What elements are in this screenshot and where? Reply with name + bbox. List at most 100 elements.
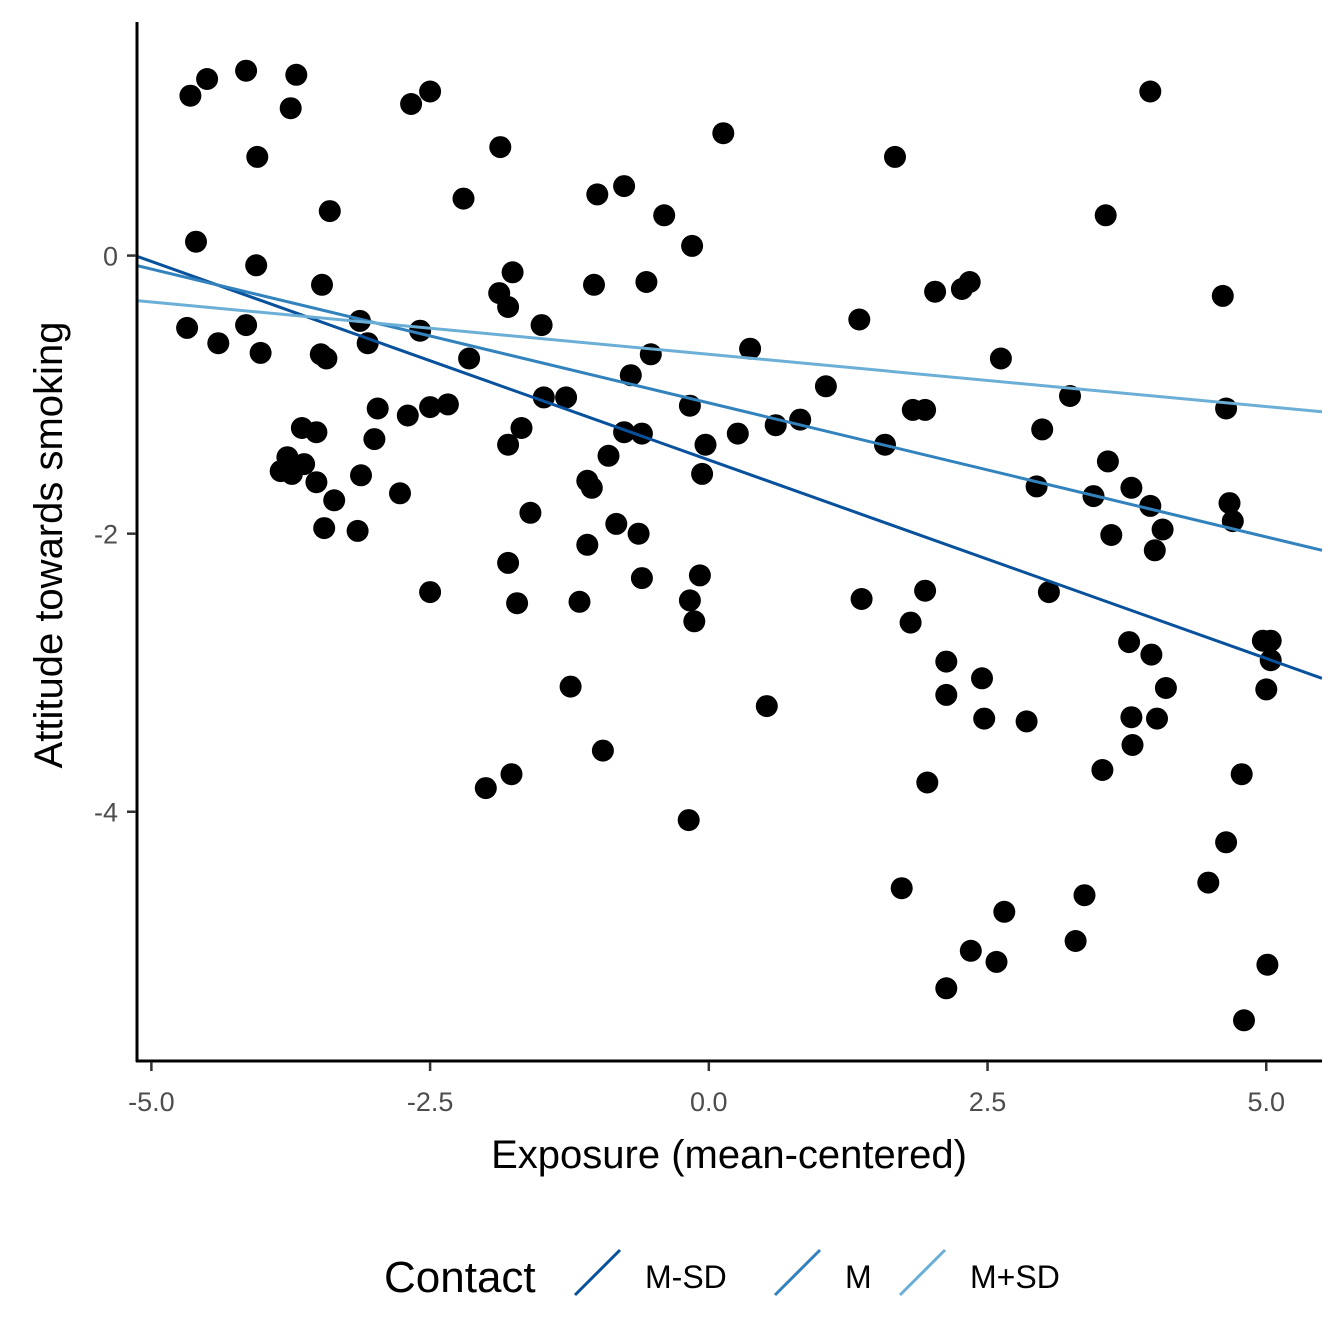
legend-key-m-sd bbox=[898, 1248, 947, 1297]
data-point-41 bbox=[293, 453, 316, 476]
data-point-84 bbox=[726, 422, 749, 445]
y-tick-label-0: 0 bbox=[103, 242, 118, 272]
data-point-122 bbox=[1100, 524, 1123, 546]
data-point-33 bbox=[583, 273, 605, 296]
data-point-11 bbox=[176, 316, 199, 339]
data-point-5 bbox=[400, 93, 423, 115]
data-point-90 bbox=[850, 588, 873, 610]
data-point-69 bbox=[619, 364, 642, 387]
data-point-131 bbox=[1151, 518, 1174, 541]
legend-label-m: M bbox=[845, 1259, 872, 1295]
data-point-22 bbox=[489, 136, 512, 159]
data-point-100 bbox=[935, 650, 958, 673]
data-point-78 bbox=[694, 433, 717, 456]
data-point-107 bbox=[973, 707, 996, 730]
data-point-74 bbox=[591, 739, 614, 762]
data-point-51 bbox=[396, 404, 419, 427]
data-point-35 bbox=[639, 343, 662, 366]
data-point-123 bbox=[1120, 476, 1143, 499]
data-point-38 bbox=[276, 446, 299, 469]
data-point-31 bbox=[681, 234, 704, 257]
data-point-64 bbox=[576, 533, 599, 556]
data-point-10 bbox=[245, 254, 268, 277]
data-point-43 bbox=[305, 471, 328, 494]
data-point-110 bbox=[993, 900, 1016, 923]
data-point-28 bbox=[586, 183, 609, 206]
data-point-65 bbox=[568, 590, 591, 613]
data-point-99 bbox=[924, 280, 947, 303]
legend-label-m-sd: M+SD bbox=[970, 1259, 1060, 1295]
data-point-106 bbox=[971, 667, 993, 690]
data-point-3 bbox=[285, 63, 308, 86]
series-line-m bbox=[138, 264, 1322, 552]
legend-label-m-sd: M-SD bbox=[645, 1259, 727, 1295]
data-point-133 bbox=[1139, 80, 1162, 103]
y-tick-label-2: -4 bbox=[94, 798, 118, 828]
data-point-102 bbox=[935, 977, 958, 1000]
data-point-94 bbox=[899, 611, 922, 634]
data-point-108 bbox=[985, 950, 1008, 973]
data-point-12 bbox=[235, 314, 258, 337]
data-point-66 bbox=[559, 675, 582, 698]
x-tick-label-2: 0.0 bbox=[690, 1087, 728, 1117]
data-point-6 bbox=[419, 80, 442, 103]
x-tick-label-3: 2.5 bbox=[969, 1087, 1007, 1117]
data-point-76 bbox=[474, 777, 497, 800]
data-point-89 bbox=[848, 308, 871, 331]
regression-lines bbox=[138, 255, 1322, 680]
data-point-16 bbox=[315, 347, 338, 370]
data-point-92 bbox=[884, 145, 906, 168]
data-point-101 bbox=[935, 683, 958, 706]
data-point-48 bbox=[366, 397, 389, 420]
data-point-46 bbox=[346, 519, 369, 542]
data-point-134 bbox=[1197, 871, 1220, 894]
data-point-98 bbox=[916, 771, 939, 794]
axes bbox=[135, 22, 1322, 1063]
data-point-140 bbox=[1230, 763, 1253, 786]
data-point-49 bbox=[363, 428, 386, 451]
data-point-137 bbox=[1215, 831, 1238, 854]
data-point-146 bbox=[1256, 953, 1279, 976]
data-point-26 bbox=[530, 314, 553, 337]
data-point-24 bbox=[497, 296, 520, 318]
data-point-21 bbox=[452, 187, 475, 210]
data-point-47 bbox=[350, 464, 372, 487]
data-point-75 bbox=[500, 763, 523, 786]
data-point-36 bbox=[739, 337, 762, 360]
data-point-109 bbox=[989, 347, 1012, 370]
data-point-115 bbox=[1059, 385, 1081, 407]
data-point-34 bbox=[635, 271, 658, 293]
data-point-52 bbox=[419, 396, 442, 419]
data-point-2 bbox=[235, 59, 258, 82]
data-point-97 bbox=[914, 579, 937, 602]
data-point-120 bbox=[1094, 204, 1117, 227]
data-point-79 bbox=[691, 462, 714, 485]
data-point-14 bbox=[249, 341, 272, 364]
data-point-67 bbox=[597, 444, 620, 467]
x-axis-ticks: -5.0 -2.5 0.0 2.5 5.0 bbox=[128, 1062, 1285, 1117]
data-point-0 bbox=[179, 84, 202, 107]
data-point-56 bbox=[510, 417, 533, 439]
data-point-9 bbox=[185, 230, 207, 253]
data-point-111 bbox=[1015, 710, 1038, 733]
data-point-30 bbox=[653, 204, 676, 227]
data-point-105 bbox=[959, 939, 982, 962]
data-point-55 bbox=[497, 433, 520, 456]
legend-title: Contact bbox=[384, 1253, 536, 1302]
data-point-7 bbox=[246, 145, 269, 168]
data-point-4 bbox=[279, 97, 302, 120]
data-point-141 bbox=[1233, 1009, 1255, 1032]
data-point-29 bbox=[613, 175, 636, 198]
data-point-25 bbox=[501, 261, 524, 284]
data-point-68 bbox=[605, 512, 628, 535]
data-point-117 bbox=[1073, 884, 1096, 907]
data-point-57 bbox=[497, 551, 520, 574]
series-line-m-sd bbox=[138, 255, 1322, 680]
x-tick-label-1: -2.5 bbox=[407, 1087, 454, 1117]
data-point-83 bbox=[677, 809, 700, 832]
data-point-82 bbox=[683, 610, 706, 633]
data-point-13 bbox=[207, 332, 230, 355]
data-point-80 bbox=[688, 564, 711, 587]
